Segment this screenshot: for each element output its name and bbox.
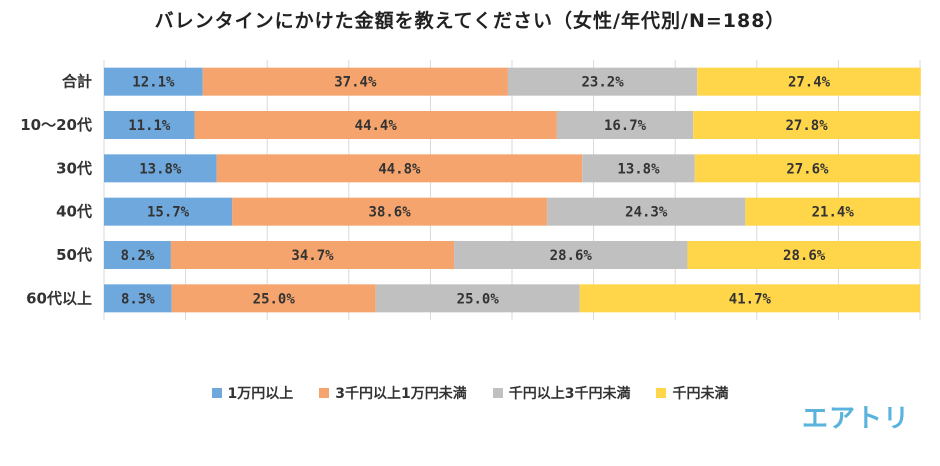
data-label: 12.1% bbox=[132, 75, 175, 91]
bar-segment bbox=[104, 284, 172, 313]
bar-segment bbox=[507, 67, 698, 96]
data-label: 13.8% bbox=[139, 161, 182, 177]
bar-segment bbox=[104, 111, 195, 139]
legend-item: 千円未満 bbox=[656, 383, 728, 403]
data-label: 44.8% bbox=[378, 161, 421, 177]
category-label: 30代 bbox=[56, 159, 92, 177]
bar-segment bbox=[104, 197, 233, 226]
bar-segment bbox=[687, 241, 921, 269]
legend-item: 千円以上3千円未満 bbox=[492, 383, 631, 403]
bar-segment bbox=[556, 111, 694, 139]
data-label: 44.4% bbox=[355, 118, 398, 134]
legend-label: 千円未満 bbox=[672, 386, 729, 402]
data-label: 15.7% bbox=[147, 205, 190, 221]
data-label: 27.6% bbox=[786, 161, 829, 177]
bar-segment bbox=[547, 197, 746, 226]
bar-segment bbox=[375, 284, 580, 313]
chart-legend: 1万円以上 3千円以上1万円未満 千円以上3千円未満 千円未満 bbox=[0, 383, 940, 403]
bar-segment bbox=[582, 154, 695, 183]
data-label: 38.6% bbox=[369, 205, 412, 221]
data-label: 27.4% bbox=[788, 75, 831, 91]
bar-segment bbox=[697, 67, 921, 96]
data-label: 16.7% bbox=[604, 118, 647, 134]
category-label: 合計 bbox=[61, 73, 92, 91]
chart-title: バレンタインにかけた金額を教えてください（女性/年代別/N=188） bbox=[154, 10, 786, 32]
legend-item: 1万円以上 bbox=[211, 383, 294, 403]
bar-segment bbox=[104, 67, 203, 96]
bar-segment bbox=[232, 197, 548, 226]
legend-label: 1万円以上 bbox=[227, 386, 294, 402]
data-label: 11.1% bbox=[128, 118, 171, 134]
data-label: 13.8% bbox=[617, 161, 660, 177]
bar-segment bbox=[693, 111, 920, 139]
category-label: 40代 bbox=[56, 203, 92, 221]
bar-segment bbox=[454, 241, 688, 269]
data-label: 37.4% bbox=[334, 75, 377, 91]
data-label: 24.3% bbox=[625, 205, 668, 221]
data-label: 27.8% bbox=[785, 118, 828, 134]
bar-segment bbox=[171, 284, 376, 313]
legend-swatch bbox=[492, 388, 503, 398]
legend-label: 3千円以上1万円未満 bbox=[335, 386, 467, 402]
legend-item: 3千円以上1万円未満 bbox=[319, 383, 467, 403]
data-label: 21.4% bbox=[812, 205, 855, 221]
data-label: 28.6% bbox=[550, 248, 593, 264]
legend-swatch bbox=[319, 388, 330, 398]
legend-swatch bbox=[211, 388, 222, 398]
category-label: 50代 bbox=[56, 246, 92, 264]
bar-segment bbox=[170, 241, 455, 269]
bar-segment bbox=[104, 241, 171, 269]
legend-swatch bbox=[656, 388, 667, 398]
bar-segment bbox=[104, 154, 217, 183]
bar-segment bbox=[216, 154, 583, 183]
category-label: 60代以上 bbox=[26, 289, 92, 307]
brand-logo: エアトリ bbox=[801, 404, 910, 434]
data-label: 25.0% bbox=[253, 291, 296, 307]
data-label: 8.2% bbox=[121, 248, 155, 264]
bar-segment bbox=[579, 284, 920, 313]
legend-label: 千円以上3千円未満 bbox=[508, 386, 631, 402]
bar-segment bbox=[194, 111, 557, 139]
data-label: 41.7% bbox=[729, 291, 772, 307]
data-label: 23.2% bbox=[581, 75, 624, 91]
data-label: 34.7% bbox=[291, 248, 334, 264]
bar-segment bbox=[694, 154, 920, 183]
bar-segment bbox=[745, 197, 920, 226]
data-label: 25.0% bbox=[457, 291, 500, 307]
data-label: 8.3% bbox=[121, 291, 155, 307]
data-label: 28.6% bbox=[783, 248, 826, 264]
category-label: 10〜20代 bbox=[20, 116, 92, 134]
bar-segment bbox=[202, 67, 508, 96]
